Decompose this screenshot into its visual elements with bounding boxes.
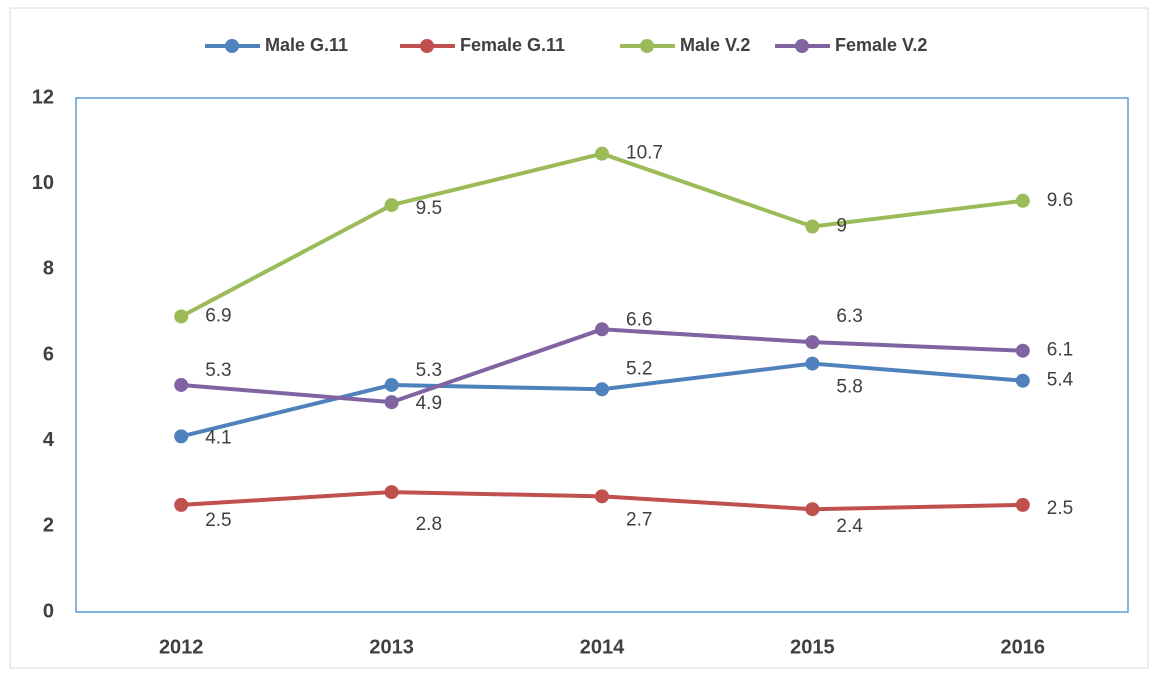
data-label: 6.3 [836,306,862,327]
point [805,356,820,371]
x-tick-label: 2016 [1001,636,1046,658]
x-tick-label: 2015 [790,636,835,658]
data-label: 9 [836,216,847,237]
plot-area [75,97,1129,613]
data-label: 2.5 [205,510,231,531]
point [384,485,399,500]
y-tick-label: 8 [43,258,54,280]
point [1015,193,1030,208]
point [174,377,189,392]
y-tick-label: 0 [43,600,54,622]
data-label: 5.8 [836,377,862,398]
data-label: 5.3 [205,360,231,381]
data-label: 2.4 [836,516,863,537]
data-label: 2.7 [626,509,652,530]
point [805,335,820,350]
point [1015,343,1030,358]
data-label: 5.3 [416,360,442,381]
point [1015,497,1030,512]
point [595,146,609,161]
point [595,322,609,337]
legend-marker [225,39,239,53]
y-tick-label: 6 [43,343,54,365]
data-label: 9.6 [1047,190,1073,211]
data-label: 2.5 [1047,498,1073,519]
data-label: 5.2 [626,358,652,379]
point [384,198,399,213]
legend-label: Male V.2 [680,35,750,55]
data-label: 2.8 [416,514,442,535]
data-label: 4.9 [416,393,442,414]
x-tick-label: 2014 [580,636,625,658]
point [805,502,820,517]
y-tick-label: 2 [43,515,54,537]
data-label: 10.7 [626,143,663,164]
legend-marker [420,39,434,53]
legend-marker [640,39,654,53]
data-label: 6.6 [626,309,652,330]
point [384,377,399,392]
point [174,309,189,324]
point [595,489,609,504]
point [805,219,820,234]
data-label: 4.1 [205,427,231,448]
point [1015,373,1030,388]
point [595,382,609,397]
data-label: 6.9 [205,305,231,326]
y-tick-label: 10 [32,172,54,194]
data-label: 5.4 [1047,370,1074,391]
x-tick-label: 2012 [159,636,204,658]
y-tick-label: 12 [32,86,54,108]
data-label: 9.5 [416,198,442,219]
y-tick-label: 4 [43,429,55,451]
legend-label: Male G.11 [265,35,348,55]
x-tick-label: 2013 [369,636,414,658]
legend-label: Female V.2 [835,35,927,55]
data-label: 6.1 [1047,340,1073,361]
point [174,429,189,444]
legend-marker [795,39,809,53]
point [174,497,189,512]
legend-label: Female G.11 [460,35,565,55]
point [384,395,399,410]
